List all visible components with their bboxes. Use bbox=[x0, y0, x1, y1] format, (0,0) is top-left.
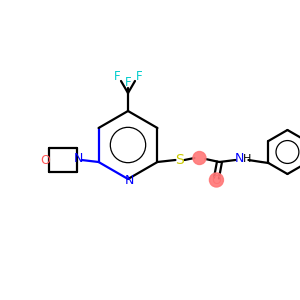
Text: F: F bbox=[125, 76, 131, 89]
Text: F: F bbox=[114, 70, 120, 83]
Text: S: S bbox=[175, 153, 184, 167]
Text: O: O bbox=[40, 154, 50, 166]
Circle shape bbox=[193, 152, 206, 164]
Text: N: N bbox=[235, 152, 244, 166]
Text: N: N bbox=[124, 175, 134, 188]
Circle shape bbox=[209, 173, 224, 187]
Text: F: F bbox=[136, 70, 142, 83]
Text: O: O bbox=[212, 173, 221, 187]
Text: H: H bbox=[243, 154, 252, 164]
Text: N: N bbox=[74, 152, 83, 166]
